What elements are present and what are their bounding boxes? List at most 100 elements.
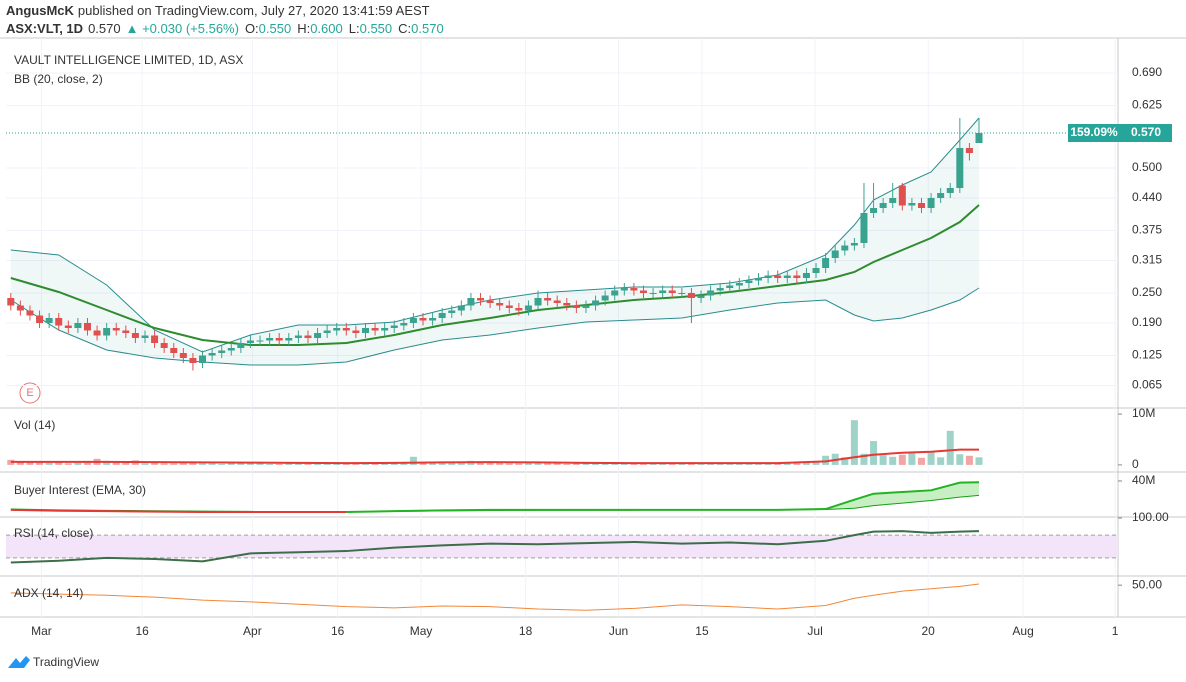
volume-bar (179, 462, 187, 465)
volume-bar (755, 463, 763, 465)
author: AngusMcK (6, 3, 75, 18)
x-tick-label: 16 (331, 624, 345, 638)
volume-bar (908, 453, 916, 465)
candle-body (496, 303, 504, 306)
volume-bar (342, 463, 350, 465)
y-tick-label: 0.625 (1132, 98, 1162, 112)
y-tick-label: 0.440 (1132, 190, 1162, 204)
indicator-line (10, 583, 980, 611)
area-fill (10, 482, 980, 513)
candle-body (755, 278, 763, 281)
candle-body (419, 318, 427, 321)
panel-title: VAULT INTELLIGENCE LIMITED, 1D, ASX (14, 53, 243, 67)
candle-body (371, 328, 379, 331)
y-tick-label: 0 (1132, 457, 1139, 471)
volume-bar (707, 463, 715, 465)
candle-body (93, 330, 101, 336)
candle-body (908, 203, 916, 206)
y-tick-label: 50.00 (1132, 577, 1162, 591)
byline-text: published on TradingView.com, July 27, 2… (78, 3, 430, 18)
candle-body (553, 300, 561, 303)
volume-bar (112, 462, 120, 465)
x-tick-label: Apr (243, 624, 262, 638)
candle-body (7, 298, 15, 306)
candle-body (486, 300, 494, 303)
candle-body (898, 185, 906, 206)
volume-bar (199, 463, 207, 465)
candle-body (515, 308, 523, 311)
panel-title: ADX (14, 14) (14, 586, 83, 600)
candle-body (946, 188, 954, 193)
volume-bar (160, 463, 168, 465)
candle-body (390, 325, 398, 328)
ohlc-key: H: (297, 21, 310, 36)
event-marker-label[interactable]: E (26, 387, 33, 399)
candle-body (294, 335, 302, 338)
volume-bar (36, 461, 44, 465)
y-tick-label: 0.250 (1132, 285, 1162, 299)
volume-bar (889, 456, 897, 465)
price-tag-label: 0.570 (1131, 125, 1161, 139)
candle-body (860, 213, 868, 243)
panel-title: RSI (14, close) (14, 526, 93, 540)
volume-bar (486, 462, 494, 465)
x-tick-label: 15 (695, 624, 709, 638)
volume-bar (870, 441, 878, 465)
candle-body (477, 298, 485, 301)
volume-bar (937, 457, 945, 465)
bollinger-upper (10, 117, 980, 353)
candle-body (889, 198, 897, 203)
volume-bar (400, 463, 408, 465)
panel-title: Vol (14) (14, 418, 55, 432)
candle-body (237, 343, 245, 348)
candle-body (592, 300, 600, 306)
volume-bar (802, 462, 810, 465)
volume-bar (381, 463, 389, 465)
volume-bar (716, 463, 724, 465)
candle-body (227, 348, 235, 351)
candle-body (783, 275, 791, 278)
candle-body (83, 323, 91, 331)
x-tick-label: 20 (922, 624, 936, 638)
candle-body (735, 283, 743, 286)
y-tick-label: 10M (1132, 406, 1155, 420)
candle-body (189, 358, 197, 363)
volume-bar (965, 455, 973, 465)
candle-body (256, 340, 264, 342)
volume-bar (898, 454, 906, 465)
candle-body (160, 343, 168, 348)
candle-body (841, 245, 849, 251)
y-tick-label: 0.375 (1132, 223, 1162, 237)
candle-body (103, 328, 111, 336)
x-tick-label: Aug (1012, 624, 1033, 638)
candle-body (36, 315, 44, 323)
candle-body (131, 333, 139, 338)
volume-bar (371, 463, 379, 465)
volume-bar (735, 463, 743, 465)
y-tick-label: 0.500 (1132, 160, 1162, 174)
volume-bar (841, 457, 849, 465)
volume-bar (956, 454, 964, 465)
volume-bar (45, 462, 53, 465)
candle-body (850, 243, 858, 246)
panel-subtitle: BB (20, close, 2) (14, 72, 103, 86)
candle-body (467, 298, 475, 306)
event-marker[interactable] (19, 382, 41, 404)
candle-body (764, 275, 772, 278)
grid-layer (6, 38, 1118, 617)
volume-bar (515, 463, 523, 465)
candle-body (687, 293, 695, 298)
y-tick-label: 40M (1132, 473, 1155, 487)
candle-body (601, 295, 609, 301)
bollinger-middle (10, 204, 980, 346)
volume-bar (237, 462, 245, 465)
volume-bar (438, 462, 446, 465)
volume-bar (189, 462, 197, 465)
byline: AngusMcK published on TradingView.com, Ju… (6, 3, 430, 18)
candle-body (956, 148, 964, 188)
candle-body (927, 198, 935, 208)
volume-bar (697, 463, 705, 465)
candle-body (26, 310, 34, 316)
volume-bar (774, 463, 782, 465)
volume-bar (553, 463, 561, 465)
